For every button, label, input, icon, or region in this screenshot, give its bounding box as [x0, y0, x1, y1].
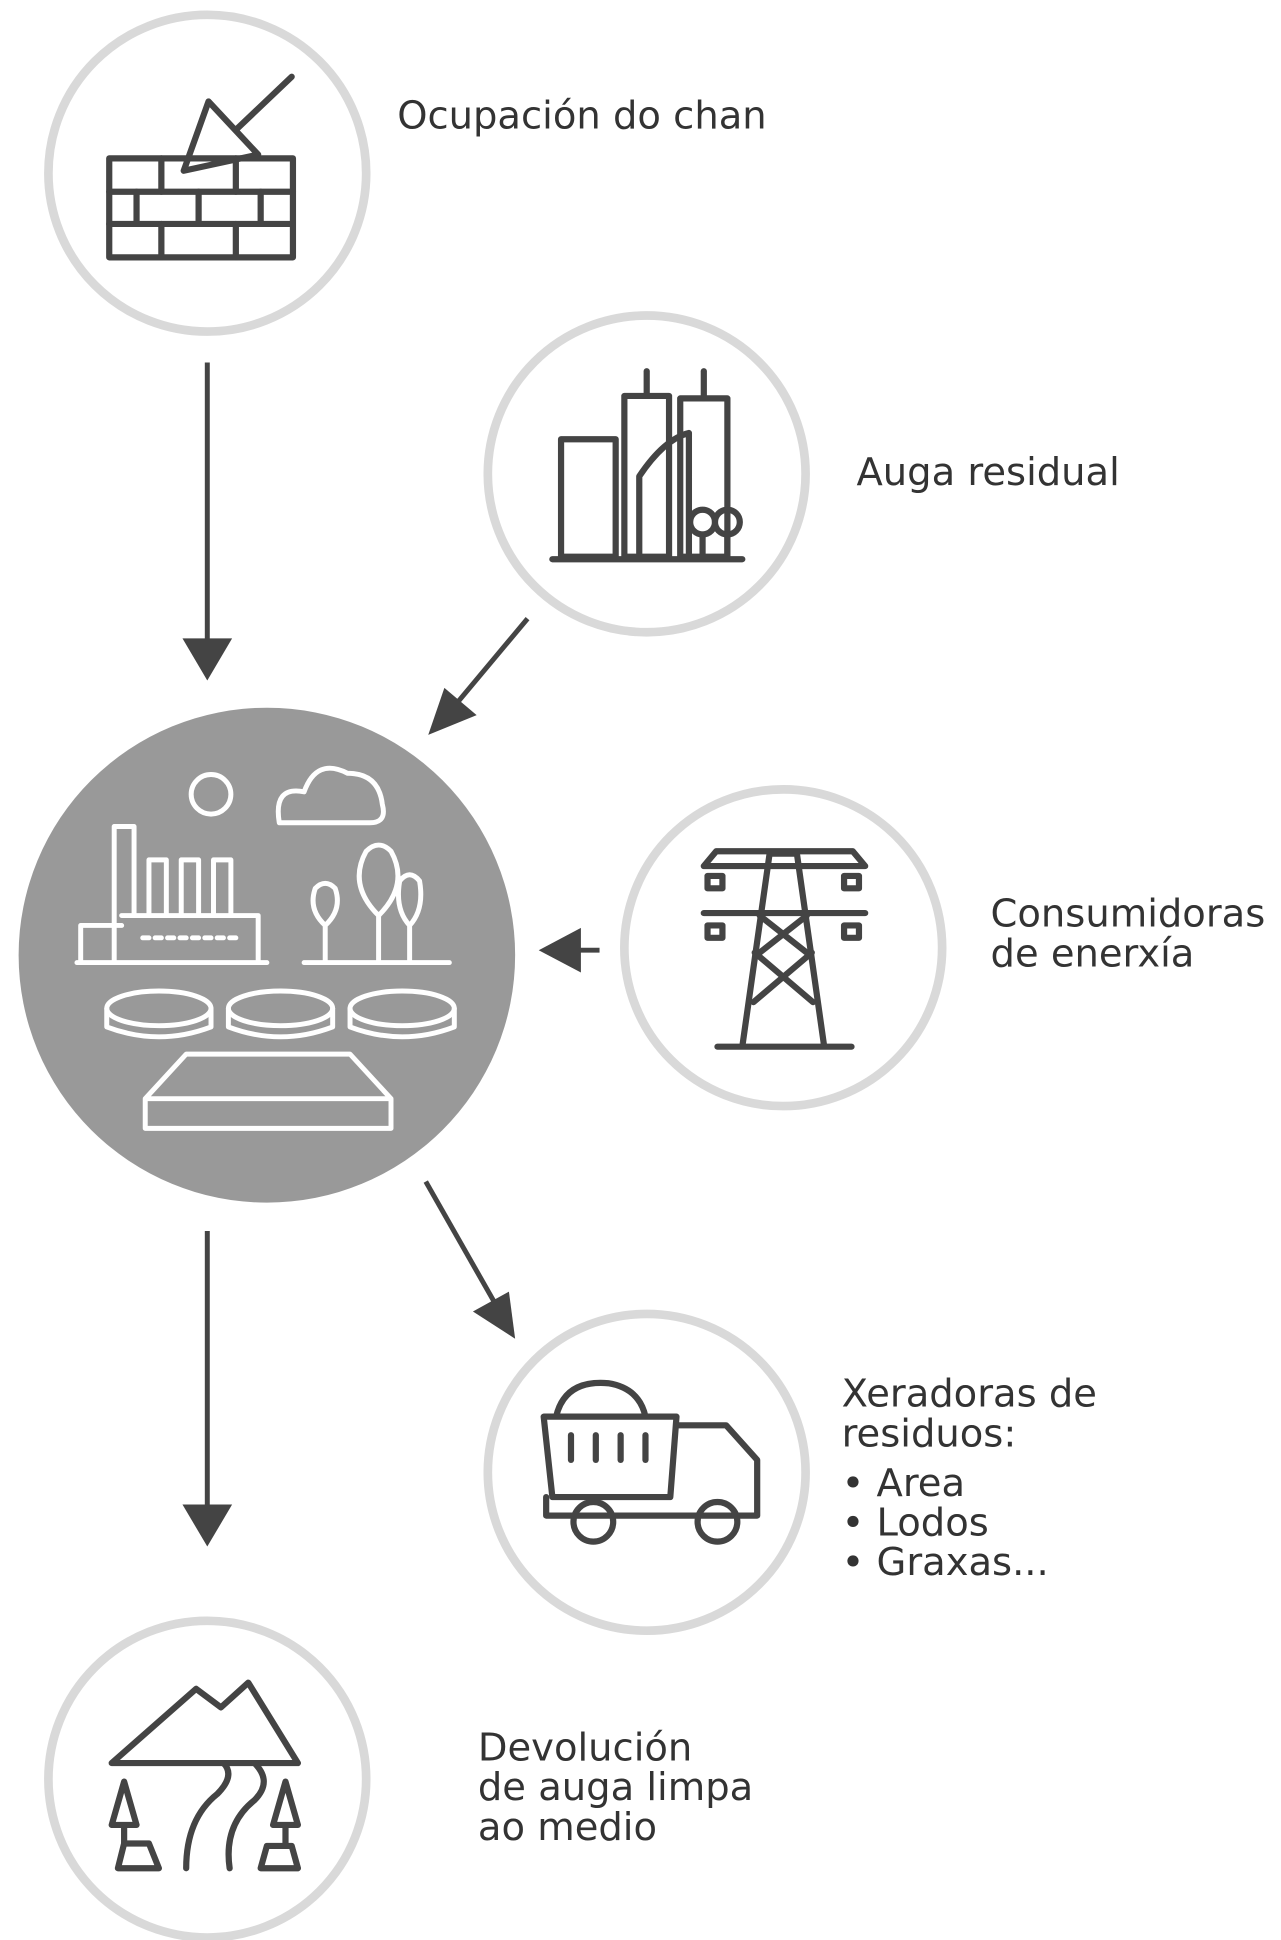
list-item: • Lodos: [842, 1500, 989, 1545]
node-circle: [620, 785, 947, 1111]
node-label: Consumidoras: [991, 892, 1266, 937]
node-label: Ocupación do chan: [397, 94, 766, 139]
icon-city: [549, 368, 746, 563]
node-circle: [44, 1616, 371, 1940]
node-label: de enerxía: [991, 931, 1195, 976]
icon-truck: [540, 1379, 761, 1545]
icon-pylon: [700, 848, 869, 1050]
central-circle: [18, 707, 516, 1203]
icon-landscape: [108, 1679, 302, 1872]
node-label: residuos:: [842, 1411, 1017, 1456]
node-label: de auga limpa: [478, 1765, 753, 1810]
arrows: [182, 362, 600, 1547]
icon-plant: [74, 765, 457, 1131]
icon-brick: [106, 73, 297, 261]
node-label: Auga residual: [856, 450, 1119, 495]
node-label: Xeradoras de: [842, 1372, 1097, 1417]
node-circle: [44, 10, 371, 336]
node-circle: [483, 311, 810, 637]
list-item: • Graxas...: [842, 1540, 1049, 1585]
node-label: Devolución: [478, 1726, 692, 1771]
node-label: ao medio: [478, 1805, 657, 1850]
list-item: • Area: [842, 1461, 965, 1506]
